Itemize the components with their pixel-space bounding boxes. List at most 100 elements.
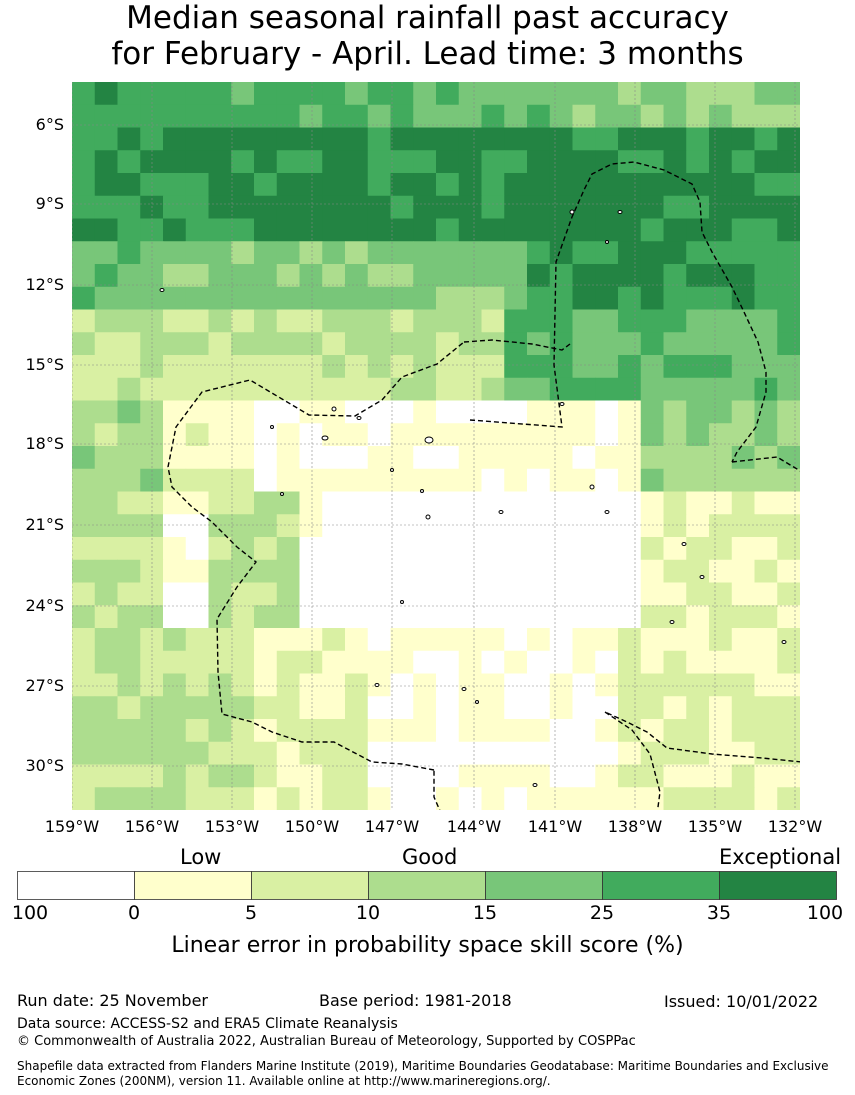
grid-cell [367,309,391,333]
grid-cell [777,605,800,629]
skill-score-map [72,82,800,810]
grid-cell [208,355,232,379]
grid-cell [345,195,369,219]
grid-cell [72,628,96,652]
grid-cell [709,377,733,401]
grid-cell [140,514,164,538]
grid-cell [117,787,141,810]
grid-cell [72,423,96,447]
grid-cell [276,696,300,720]
longitude-label: 150°W [284,817,340,836]
grid-cell [754,673,778,697]
grid-cell [299,491,323,515]
grid-cell [549,355,573,379]
grid-cell [640,355,664,379]
grid-cell [709,491,733,515]
colorbar-segment [719,871,837,900]
grid-cell [254,104,278,128]
grid-cell [709,741,733,765]
grid-cell [663,787,687,810]
latitude-label: 30°S [25,756,64,775]
grid-cell [527,764,551,788]
grid-cell [117,673,141,697]
grid-cell [618,195,642,219]
grid-cell [117,514,141,538]
grid-cell [345,446,369,470]
grid-cell [436,195,460,219]
grid-cell [322,650,346,674]
grid-cell [595,332,619,356]
grid-cell [527,377,551,401]
grid-cell [572,514,596,538]
grid-cell [185,628,209,652]
grid-cell [231,514,255,538]
grid-cell [731,650,755,674]
grid-cell [777,218,800,242]
grid-cell [754,741,778,765]
grid-cell [754,719,778,743]
longitude-label: 141°W [527,817,583,836]
grid-cell [140,82,164,106]
grid-cell [345,650,369,674]
grid-cell [777,241,800,265]
grid-cell [254,468,278,492]
grid-cell [322,605,346,629]
grid-cell [618,218,642,242]
grid-cell [117,82,141,106]
grid-cell [231,764,255,788]
grid-cell [549,605,573,629]
grid-cell [481,491,505,515]
grid-cell [413,559,437,583]
grid-cell [276,173,300,197]
grid-cell [185,787,209,810]
latitude-label: 9°S [35,194,64,213]
grid-cell [163,673,187,697]
grid-cell [640,468,664,492]
grid-cell [458,514,482,538]
grid-cell [527,650,551,674]
grid-cell [94,446,118,470]
grid-cell [185,195,209,219]
grid-cell [345,241,369,265]
grid-cell [299,446,323,470]
grid-cell [754,218,778,242]
grid-cell [777,446,800,470]
grid-cell [618,400,642,424]
grid-cell [595,650,619,674]
grid-cell [72,537,96,561]
grid-cell [777,468,800,492]
grid-cell [458,400,482,424]
copyright: © Commonwealth of Australia 2022, Austra… [17,1034,636,1049]
grid-cell [709,605,733,629]
grid-cell [163,127,187,151]
grid-cell [458,195,482,219]
grid-cell [231,377,255,401]
grid-cell [595,150,619,174]
grid-cell [663,446,687,470]
grid-cell [504,696,528,720]
grid-cell [140,537,164,561]
grid-cell [663,241,687,265]
grid-cell [254,423,278,447]
grid-cell [345,332,369,356]
grid-cell [208,741,232,765]
grid-cell [140,104,164,128]
grid-cell [572,400,596,424]
grid-cell [709,559,733,583]
grid-cell [322,514,346,538]
grid-cell [254,628,278,652]
grid-cell [276,150,300,174]
grid-cell [413,355,437,379]
grid-cell [231,559,255,583]
grid-cell [94,241,118,265]
grid-cell [117,173,141,197]
grid-cell [436,559,460,583]
grid-cell [504,309,528,333]
grid-cell [481,286,505,310]
grid-cell [163,605,187,629]
grid-cell [754,286,778,310]
grid-cell [618,673,642,697]
grid-cell [345,605,369,629]
grid-cell [504,673,528,697]
grid-cell [322,741,346,765]
